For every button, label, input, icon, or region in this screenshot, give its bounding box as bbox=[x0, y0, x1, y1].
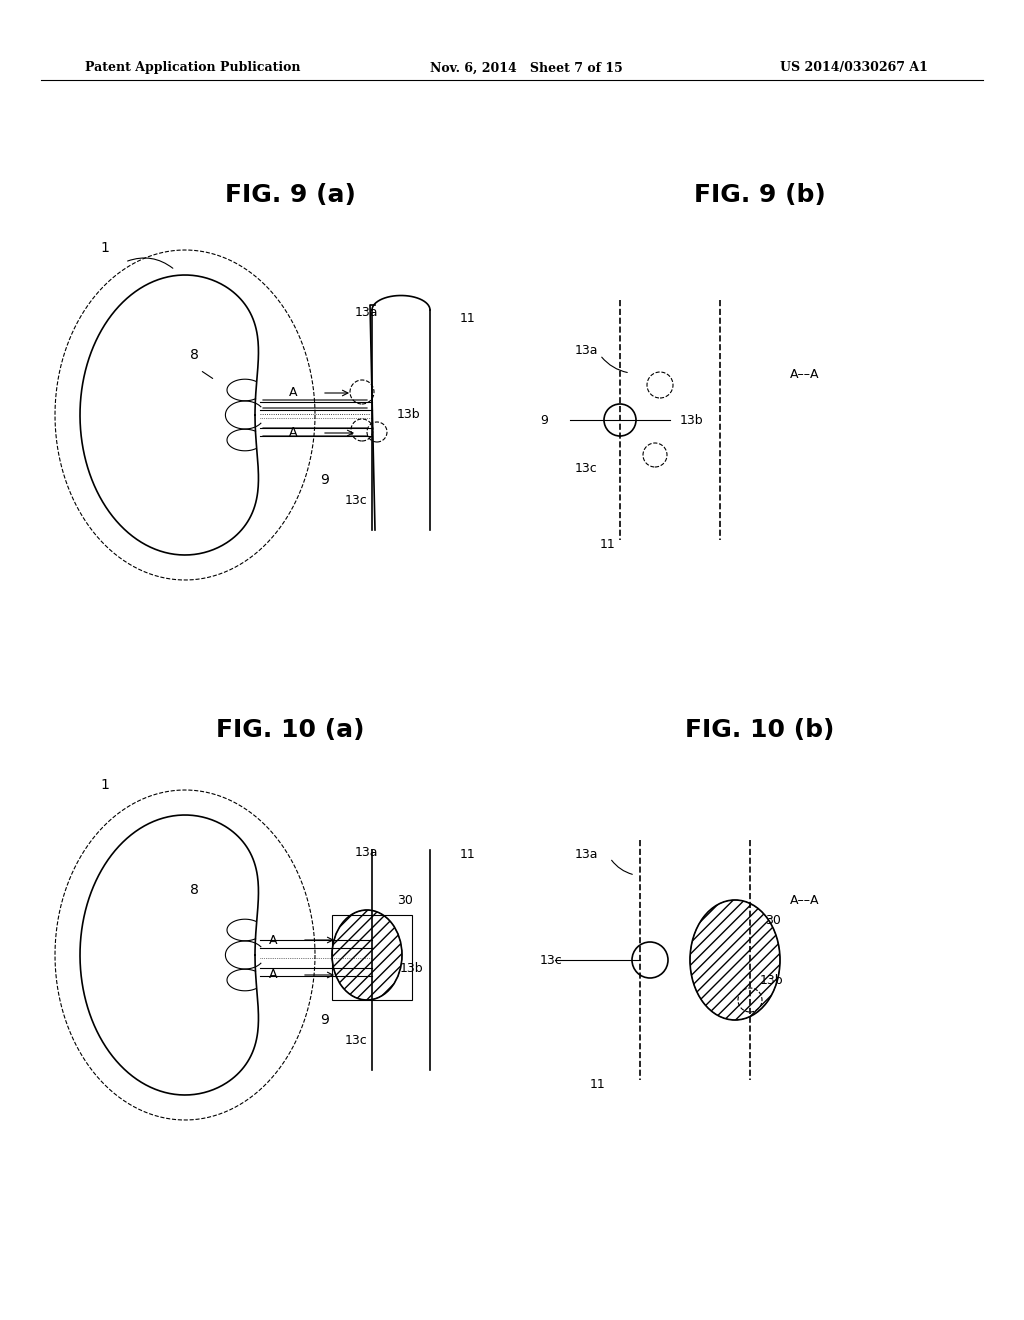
Text: 13b: 13b bbox=[400, 961, 424, 974]
Text: 11: 11 bbox=[460, 849, 476, 862]
Text: Patent Application Publication: Patent Application Publication bbox=[85, 62, 300, 74]
Text: 9: 9 bbox=[319, 1012, 329, 1027]
Text: A––A: A––A bbox=[790, 368, 819, 381]
Text: 13b: 13b bbox=[680, 413, 703, 426]
Text: A: A bbox=[289, 387, 297, 400]
Text: A––A: A––A bbox=[790, 894, 819, 907]
Text: 13c: 13c bbox=[345, 1034, 368, 1047]
Text: 9: 9 bbox=[319, 473, 329, 487]
Text: 11: 11 bbox=[460, 312, 476, 325]
Text: US 2014/0330267 A1: US 2014/0330267 A1 bbox=[780, 62, 928, 74]
Text: 30: 30 bbox=[397, 894, 413, 907]
Text: 13a: 13a bbox=[575, 343, 598, 356]
Bar bbox=[332, 915, 412, 1001]
Text: FIG. 10 (b): FIG. 10 (b) bbox=[685, 718, 835, 742]
Text: 13c: 13c bbox=[540, 953, 563, 966]
Text: 8: 8 bbox=[190, 883, 199, 898]
Text: 30: 30 bbox=[765, 913, 781, 927]
Text: FIG. 10 (a): FIG. 10 (a) bbox=[216, 718, 365, 742]
Text: Nov. 6, 2014   Sheet 7 of 15: Nov. 6, 2014 Sheet 7 of 15 bbox=[430, 62, 623, 74]
Text: FIG. 9 (a): FIG. 9 (a) bbox=[224, 183, 355, 207]
Text: 13c: 13c bbox=[575, 462, 598, 474]
Text: A: A bbox=[268, 933, 278, 946]
Text: 13b: 13b bbox=[760, 974, 783, 986]
Text: 13a: 13a bbox=[355, 846, 379, 858]
Text: 1: 1 bbox=[100, 777, 109, 792]
Text: 13b: 13b bbox=[397, 408, 421, 421]
Text: 13c: 13c bbox=[345, 494, 368, 507]
Text: 9: 9 bbox=[540, 413, 548, 426]
Text: FIG. 9 (b): FIG. 9 (b) bbox=[694, 183, 826, 207]
Text: 11: 11 bbox=[590, 1078, 606, 1092]
Text: 11: 11 bbox=[600, 539, 615, 552]
Text: A: A bbox=[268, 969, 278, 982]
Text: A: A bbox=[289, 426, 297, 440]
Text: 8: 8 bbox=[190, 348, 199, 362]
Text: 1: 1 bbox=[100, 242, 109, 255]
Text: 13a: 13a bbox=[575, 849, 598, 862]
Text: 13a: 13a bbox=[355, 305, 379, 318]
